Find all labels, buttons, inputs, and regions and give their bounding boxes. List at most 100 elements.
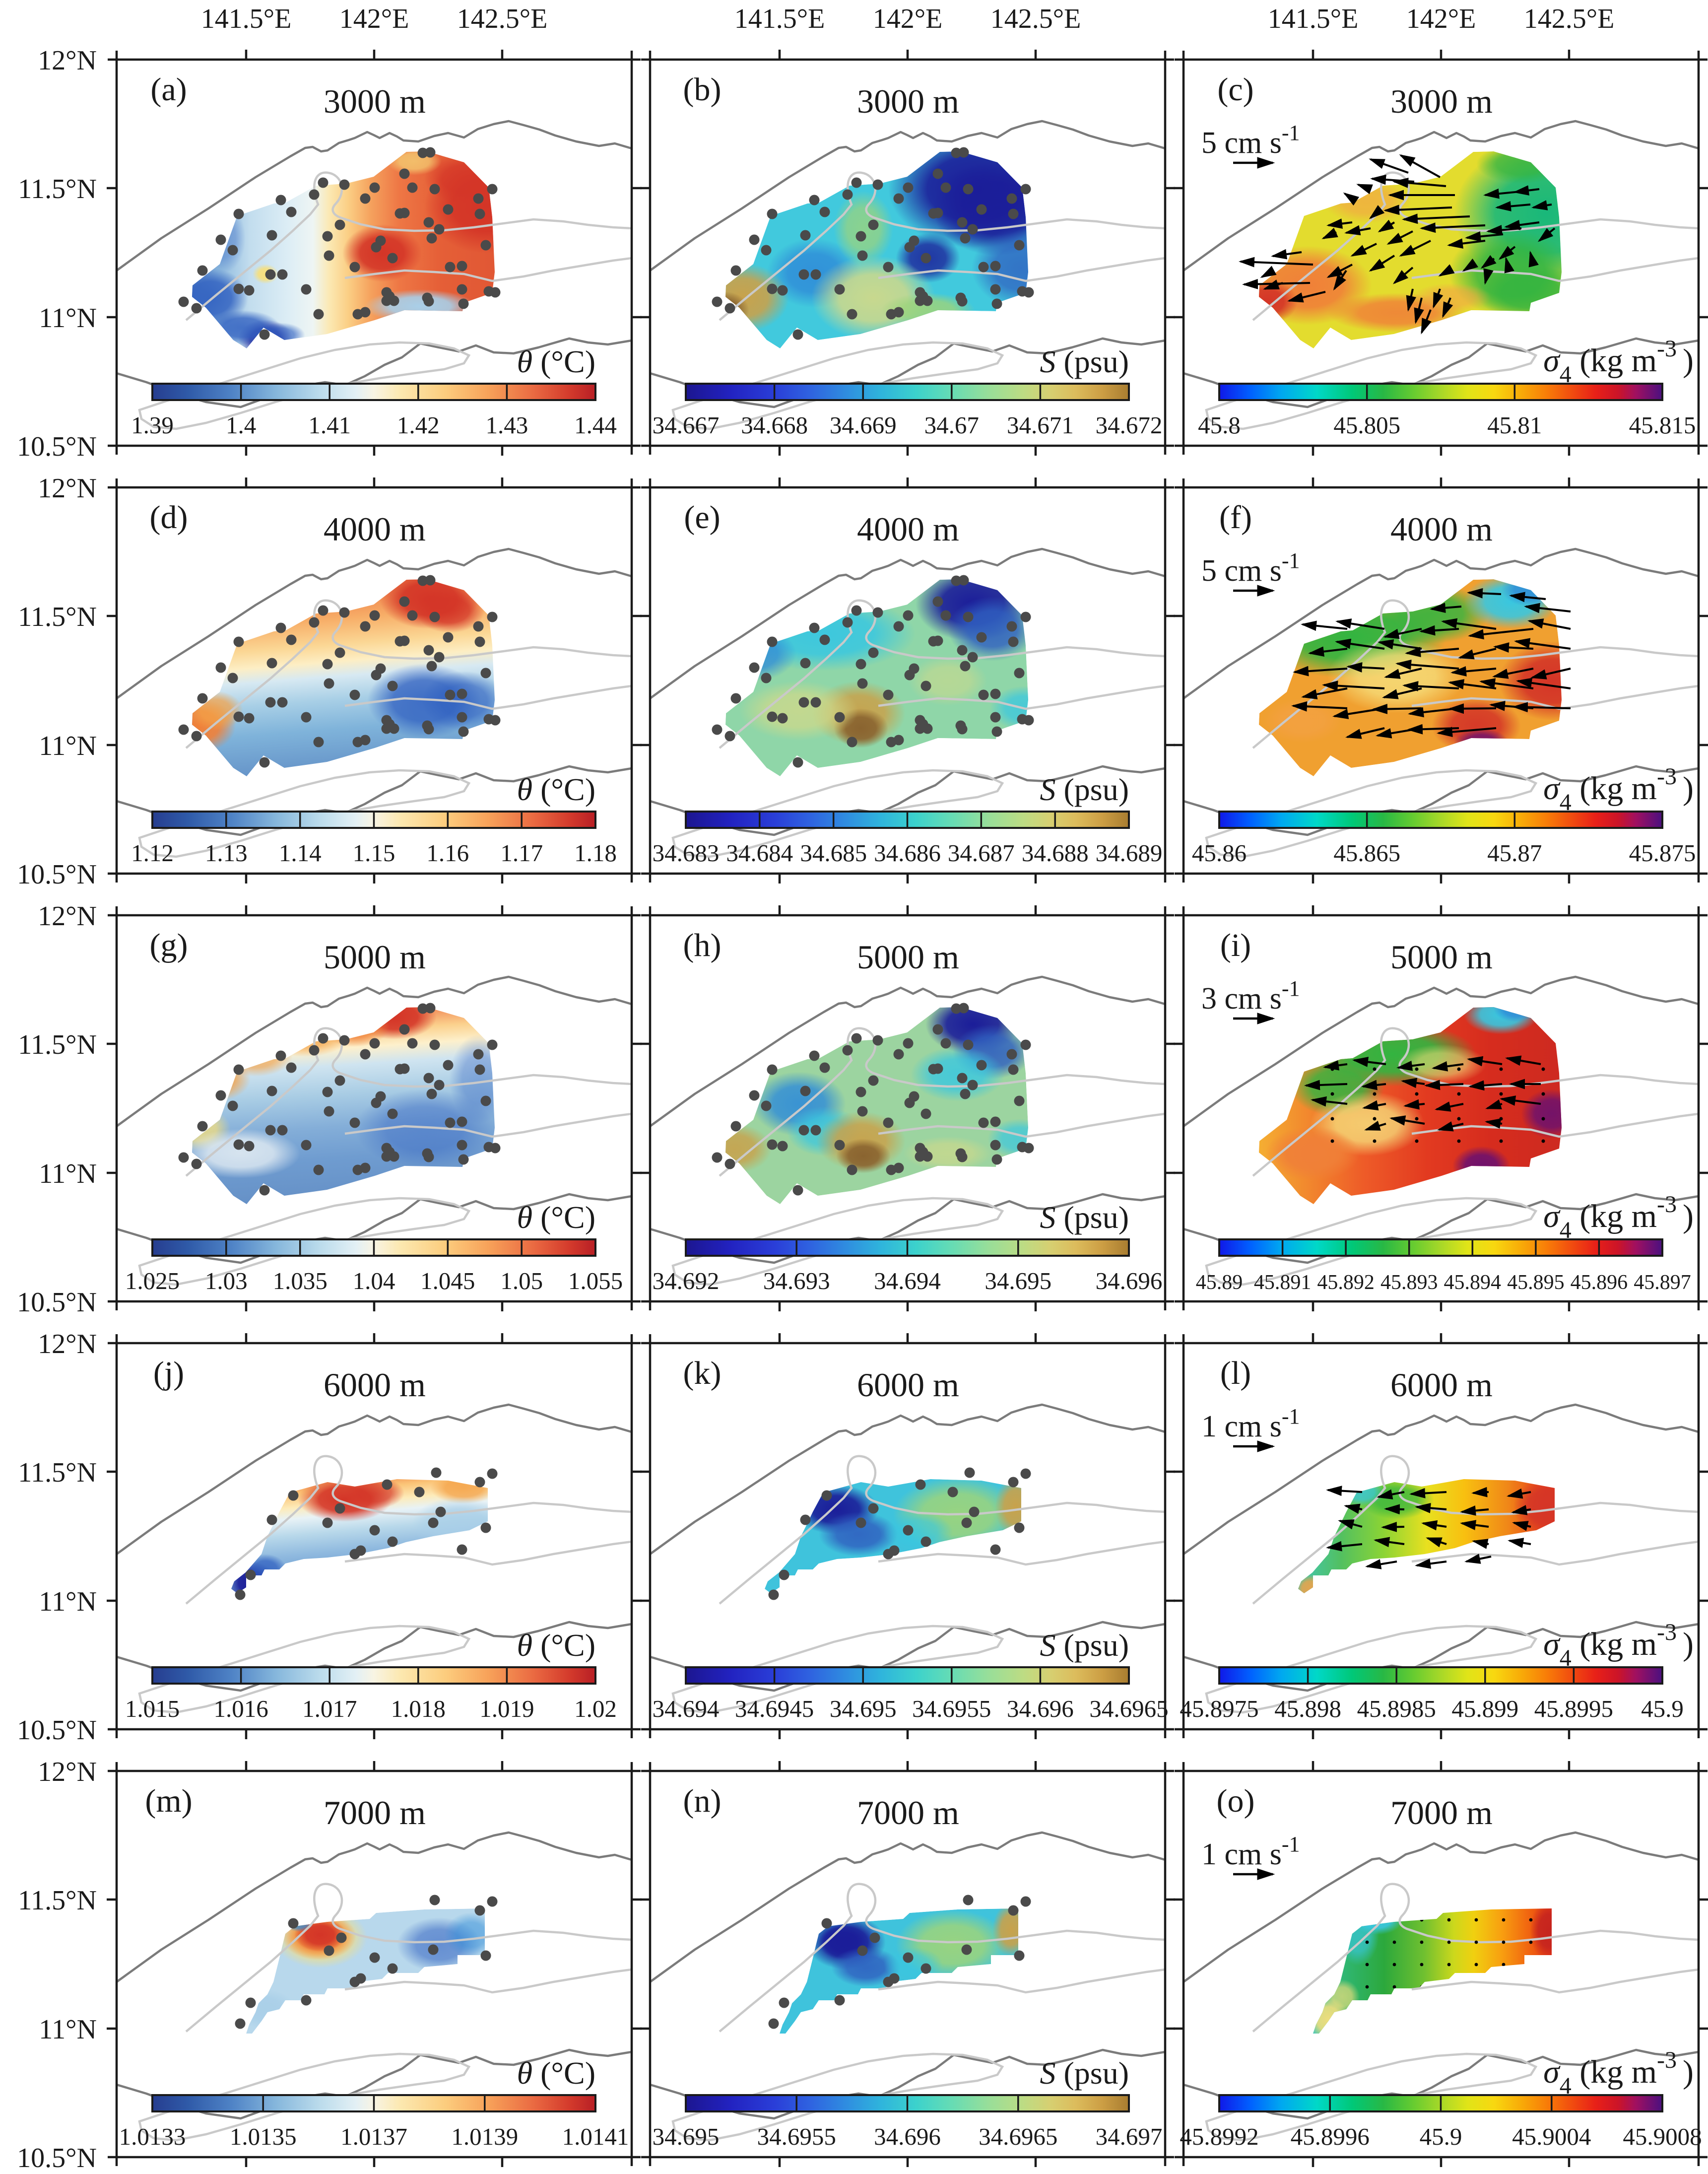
svg-text:σ4 (kg m-3 ): σ4 (kg m-3 ) xyxy=(1543,763,1694,815)
svg-text:S (psu): S (psu) xyxy=(1040,2055,1129,2091)
svg-text:5000 m: 5000 m xyxy=(1390,938,1493,976)
svg-text:(g): (g) xyxy=(150,927,188,963)
svg-text:1.019: 1.019 xyxy=(479,1695,534,1722)
svg-text:45.892: 45.892 xyxy=(1317,1271,1375,1294)
svg-text:45.894: 45.894 xyxy=(1444,1271,1502,1294)
svg-text:10.5°N: 10.5°N xyxy=(17,2143,97,2172)
svg-text:3000 m: 3000 m xyxy=(1390,82,1493,120)
svg-text:45.805: 45.805 xyxy=(1333,411,1400,439)
svg-text:θ (°C): θ (°C) xyxy=(517,1200,595,1235)
svg-text:5000 m: 5000 m xyxy=(324,938,426,976)
svg-text:45.9: 45.9 xyxy=(1641,1695,1684,1722)
svg-text:1.4: 1.4 xyxy=(226,411,256,439)
svg-text:34.672: 34.672 xyxy=(1096,411,1163,439)
svg-text:34.696: 34.696 xyxy=(874,2123,941,2150)
svg-text:1.04: 1.04 xyxy=(353,1267,395,1294)
svg-text:1.025: 1.025 xyxy=(125,1267,180,1294)
svg-text:141.5°E: 141.5°E xyxy=(1268,3,1359,34)
svg-text:34.694: 34.694 xyxy=(653,1695,720,1722)
svg-text:12°N: 12°N xyxy=(38,1757,97,1787)
svg-text:11.5°N: 11.5°N xyxy=(18,602,97,632)
svg-text:1 cm s-1: 1 cm s-1 xyxy=(1201,1404,1300,1443)
svg-text:11.5°N: 11.5°N xyxy=(18,1457,97,1488)
svg-text:142°E: 142°E xyxy=(873,3,943,34)
svg-text:(a): (a) xyxy=(150,71,187,108)
svg-text:45.87: 45.87 xyxy=(1487,839,1542,867)
svg-text:45.898: 45.898 xyxy=(1274,1695,1341,1722)
svg-text:34.685: 34.685 xyxy=(800,839,867,867)
svg-text:12°N: 12°N xyxy=(38,473,97,504)
svg-text:34.6945: 34.6945 xyxy=(735,1695,814,1722)
svg-text:4000 m: 4000 m xyxy=(1390,510,1493,548)
svg-text:45.8985: 45.8985 xyxy=(1357,1695,1436,1722)
svg-text:1.0133: 1.0133 xyxy=(119,2123,186,2150)
svg-text:5 cm s-1: 5 cm s-1 xyxy=(1201,548,1300,588)
svg-text:45.897: 45.897 xyxy=(1634,1271,1691,1294)
svg-text:5000 m: 5000 m xyxy=(857,938,959,976)
svg-text:1.03: 1.03 xyxy=(205,1267,248,1294)
svg-text:σ4 (kg m-3 ): σ4 (kg m-3 ) xyxy=(1543,1191,1694,1243)
svg-text:34.667: 34.667 xyxy=(653,411,720,439)
svg-text:45.893: 45.893 xyxy=(1380,1271,1438,1294)
svg-text:7000 m: 7000 m xyxy=(324,1794,426,1832)
svg-text:34.6965: 34.6965 xyxy=(1089,1695,1168,1722)
svg-text:σ4 (kg m-3 ): σ4 (kg m-3 ) xyxy=(1543,2047,1694,2099)
svg-text:(h): (h) xyxy=(683,927,722,963)
svg-text:1.0139: 1.0139 xyxy=(451,2123,518,2150)
svg-text:142.5°E: 142.5°E xyxy=(457,3,548,34)
svg-text:1.18: 1.18 xyxy=(574,839,617,867)
svg-text:45.865: 45.865 xyxy=(1333,839,1400,867)
svg-text:θ (°C): θ (°C) xyxy=(517,344,595,379)
svg-text:142.5°E: 142.5°E xyxy=(990,3,1081,34)
svg-text:σ4 (kg m-3 ): σ4 (kg m-3 ) xyxy=(1543,336,1694,388)
svg-text:34.6955: 34.6955 xyxy=(757,2123,836,2150)
svg-text:12°N: 12°N xyxy=(38,1329,97,1359)
svg-text:45.8975: 45.8975 xyxy=(1180,1695,1258,1722)
svg-text:S (psu): S (psu) xyxy=(1040,772,1129,807)
svg-text:1.15: 1.15 xyxy=(353,839,395,867)
svg-text:1.43: 1.43 xyxy=(486,411,528,439)
svg-text:11.5°N: 11.5°N xyxy=(18,174,97,204)
svg-text:1.035: 1.035 xyxy=(273,1267,328,1294)
svg-text:45.9008: 45.9008 xyxy=(1623,2123,1702,2150)
svg-text:45.89: 45.89 xyxy=(1196,1271,1243,1294)
svg-text:34.695: 34.695 xyxy=(653,2123,720,2150)
svg-text:10.5°N: 10.5°N xyxy=(17,1715,97,1746)
svg-text:45.895: 45.895 xyxy=(1507,1271,1565,1294)
svg-text:34.696: 34.696 xyxy=(1096,1267,1163,1294)
svg-text:6000 m: 6000 m xyxy=(857,1366,959,1404)
svg-text:34.695: 34.695 xyxy=(830,1695,897,1722)
svg-text:45.9: 45.9 xyxy=(1420,2123,1462,2150)
svg-text:34.689: 34.689 xyxy=(1096,839,1163,867)
svg-text:10.5°N: 10.5°N xyxy=(17,431,97,462)
svg-text:34.695: 34.695 xyxy=(985,1267,1051,1294)
svg-text:34.696: 34.696 xyxy=(1007,1695,1074,1722)
svg-text:S (psu): S (psu) xyxy=(1040,1200,1129,1235)
svg-text:34.687: 34.687 xyxy=(948,839,1015,867)
svg-text:11.5°N: 11.5°N xyxy=(18,1029,97,1060)
svg-text:1.14: 1.14 xyxy=(279,839,322,867)
svg-text:1.17: 1.17 xyxy=(500,839,543,867)
svg-text:34.67: 34.67 xyxy=(924,411,979,439)
svg-text:7000 m: 7000 m xyxy=(857,1794,959,1832)
svg-text:1.42: 1.42 xyxy=(397,411,440,439)
svg-text:S (psu): S (psu) xyxy=(1040,344,1129,379)
svg-text:11°N: 11°N xyxy=(39,731,97,761)
svg-text:45.8992: 45.8992 xyxy=(1180,2123,1258,2150)
svg-text:45.875: 45.875 xyxy=(1629,839,1696,867)
svg-text:1.16: 1.16 xyxy=(426,839,469,867)
svg-text:34.671: 34.671 xyxy=(1007,411,1074,439)
svg-text:3 cm s-1: 3 cm s-1 xyxy=(1201,976,1300,1016)
svg-text:10.5°N: 10.5°N xyxy=(17,1287,97,1318)
svg-text:45.8995: 45.8995 xyxy=(1534,1695,1613,1722)
svg-text:45.896: 45.896 xyxy=(1571,1271,1628,1294)
svg-text:34.686: 34.686 xyxy=(874,839,941,867)
svg-text:10.5°N: 10.5°N xyxy=(17,859,97,890)
svg-text:34.692: 34.692 xyxy=(653,1267,720,1294)
svg-text:3000 m: 3000 m xyxy=(324,82,426,120)
svg-text:1.39: 1.39 xyxy=(131,411,174,439)
svg-text:1.055: 1.055 xyxy=(568,1267,623,1294)
svg-text:34.688: 34.688 xyxy=(1022,839,1089,867)
svg-text:142.5°E: 142.5°E xyxy=(1524,3,1615,34)
svg-text:34.697: 34.697 xyxy=(1096,2123,1163,2150)
